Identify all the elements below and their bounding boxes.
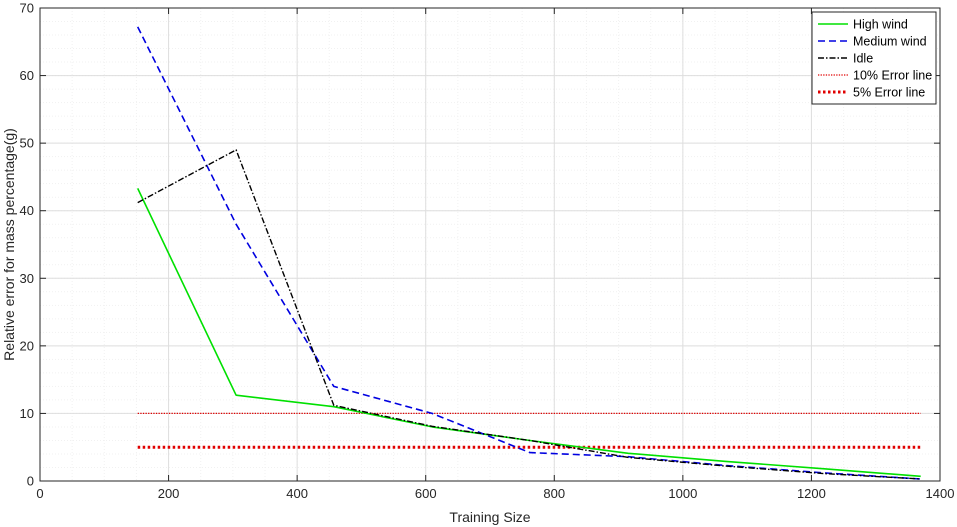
y-tick-label: 70 bbox=[20, 1, 34, 16]
x-tick-label: 400 bbox=[286, 486, 308, 501]
x-tick-label: 600 bbox=[415, 486, 437, 501]
y-tick-label: 60 bbox=[20, 68, 34, 83]
x-tick-label: 1000 bbox=[668, 486, 697, 501]
x-tick-label: 0 bbox=[36, 486, 43, 501]
x-tick-label: 1200 bbox=[797, 486, 826, 501]
legend-label-medium-wind: Medium wind bbox=[853, 35, 927, 49]
series-line-medium-wind bbox=[136, 26, 921, 480]
y-tick-label: 0 bbox=[27, 474, 34, 489]
legend-label-high-wind: High wind bbox=[853, 18, 908, 32]
y-axis-title: Relative error for mass percentage(g) bbox=[1, 128, 17, 361]
x-axis-title: Training Size bbox=[449, 509, 530, 525]
plot-frame bbox=[39, 7, 941, 482]
y-tick-label: 10 bbox=[20, 406, 34, 421]
y-tick-label: 20 bbox=[20, 338, 34, 353]
series-layer bbox=[136, 26, 921, 480]
legend: High wind Medium wind Idle 10% Error line 5%… bbox=[811, 11, 937, 105]
legend-label-5-error-line: 5% Error line bbox=[853, 86, 925, 100]
legend-label-10-error-line: 10% Error line bbox=[853, 69, 932, 83]
series-line-idle bbox=[137, 149, 921, 480]
x-tick-label: 800 bbox=[543, 486, 565, 501]
legend-label-idle: Idle bbox=[853, 52, 873, 66]
x-tick-label: 200 bbox=[158, 486, 180, 501]
x-tick-label: 1400 bbox=[926, 486, 955, 501]
y-tick-label: 40 bbox=[20, 203, 34, 218]
tick-labels: 0 200 400 600 800 1000 1200 1400 0 10 20 30 40 50 60 70 bbox=[20, 1, 955, 502]
axis-ticks bbox=[39, 7, 941, 482]
y-tick-label: 50 bbox=[20, 136, 34, 151]
y-tick-label: 30 bbox=[20, 271, 34, 286]
